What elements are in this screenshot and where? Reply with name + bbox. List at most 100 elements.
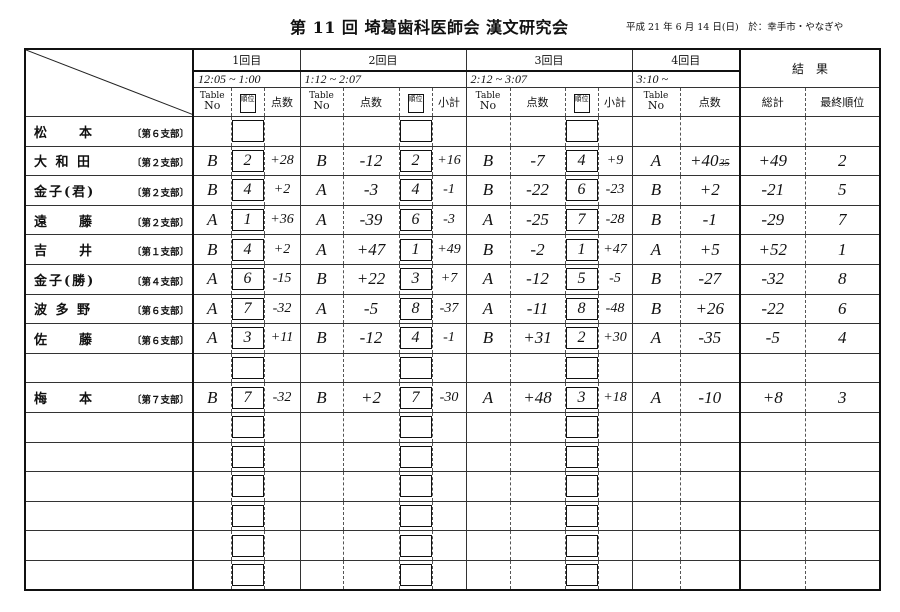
r1-score: -15 <box>263 263 301 295</box>
rank-box <box>232 563 263 586</box>
rank-box: 8 <box>566 297 597 320</box>
r3-rank-cell <box>564 441 599 473</box>
r2-table-no: A <box>299 293 344 325</box>
table-label: Table <box>309 91 334 101</box>
rank-box <box>232 445 263 468</box>
r3-table-no <box>465 411 511 443</box>
rank-box <box>400 445 431 468</box>
r4-table-no <box>631 471 681 502</box>
player-branch: 〔第２支部〕 <box>132 158 190 170</box>
r1-score-header: 点数 <box>263 87 301 117</box>
r3-subtotal <box>597 411 633 443</box>
r1-score <box>263 530 301 561</box>
table-row <box>24 441 881 473</box>
r4-table-no <box>631 530 681 561</box>
r3-table-no: A <box>465 293 511 325</box>
r2-subtotal <box>431 352 467 384</box>
corner-diagonal-cell <box>24 48 194 117</box>
r4-score: -35 <box>679 323 741 354</box>
rank-box: 6 <box>400 209 431 232</box>
total-score: +52 <box>739 234 806 265</box>
r4-score <box>679 530 741 561</box>
table-row: 波 多 野〔第６支部〕 A 7 -32 A -5 8 -37 A -11 8 -48 B +26 -22 6 <box>24 293 881 325</box>
player-name-cell: 大 和 田 〔第２支部〕 <box>24 145 194 177</box>
rank-box: 2 <box>400 149 431 172</box>
struck-correction: 35 <box>719 157 730 169</box>
no-label: No <box>204 99 221 112</box>
player-name: 佐 藤 <box>34 332 95 348</box>
r2-rank-cell: 7 <box>398 382 433 413</box>
r1-score: -32 <box>263 382 301 413</box>
r2-score-header: 点数 <box>342 87 400 117</box>
rank-box <box>232 120 263 143</box>
r3-table-no <box>465 352 511 384</box>
total-score <box>739 441 806 473</box>
total-score: -29 <box>739 204 806 236</box>
r2-table-no: B <box>299 382 344 413</box>
r2-score <box>342 116 400 147</box>
player-name-cell <box>24 352 194 384</box>
r4-table-no-header: Table No <box>631 87 681 117</box>
r1-table-no: A <box>192 293 232 325</box>
r2-score <box>342 352 400 384</box>
r3-rank-cell: 4 <box>564 145 599 177</box>
r1-score <box>263 500 301 532</box>
r1-table-no: A <box>192 204 232 236</box>
r4-table-no: A <box>631 145 681 177</box>
rank-box: 1 <box>232 209 263 232</box>
player-branch: 〔第２支部〕 <box>132 187 190 199</box>
total-score <box>739 530 806 561</box>
round-2-header: 2回目 <box>299 48 467 72</box>
player-name: 松 本 <box>34 125 95 141</box>
r3-subtotal: -5 <box>597 263 633 295</box>
r3-score: +48 <box>509 382 566 413</box>
r1-rank-cell <box>230 559 265 591</box>
r2-subtotal <box>431 411 467 443</box>
r2-rank-header: 順位 <box>398 87 433 117</box>
r3-subtotal <box>597 500 633 532</box>
rank-box <box>566 357 597 380</box>
r1-rank-cell <box>230 116 265 147</box>
r3-score <box>509 471 566 502</box>
r3-rank-cell: 5 <box>564 263 599 295</box>
r3-subtotal: +30 <box>597 323 633 354</box>
r4-score <box>679 411 741 443</box>
player-name-cell: 金子(君) 〔第２支部〕 <box>24 175 194 206</box>
r1-table-no: B <box>192 382 232 413</box>
player-branch: 〔第６支部〕 <box>132 128 190 140</box>
r1-rank-cell <box>230 441 265 473</box>
rank-box <box>566 505 597 528</box>
rank-box <box>566 534 597 557</box>
r4-score <box>679 441 741 473</box>
total-score: -5 <box>739 323 806 354</box>
r2-table-no <box>299 500 344 532</box>
r4-score: +5 <box>679 234 741 265</box>
final-rank: 2 <box>804 145 881 177</box>
r4-score: -1 <box>679 204 741 236</box>
r1-score <box>263 352 301 384</box>
final-rank: 7 <box>804 204 881 236</box>
r2-table-no: B <box>299 323 344 354</box>
r2-rank-cell: 8 <box>398 293 433 325</box>
player-name: 金子(君) <box>34 184 96 200</box>
r4-score-value: +40 <box>690 150 719 170</box>
rank-box: 6 <box>566 179 597 202</box>
table-row: 吉 井〔第１支部〕 B 4 +2 A +47 1 +49 B -2 1 +47 A +5 +52 1 <box>24 234 881 265</box>
r4-table-no <box>631 559 681 591</box>
r2-subtotal: -37 <box>431 293 467 325</box>
rank-box: 7 <box>232 386 263 409</box>
total-score <box>739 352 806 384</box>
r3-table-no-header: Table No <box>465 87 511 117</box>
r3-rank-cell <box>564 116 599 147</box>
r3-rank-cell <box>564 559 599 591</box>
final-rank <box>804 500 881 532</box>
rank-box <box>566 563 597 586</box>
player-name-cell: 波 多 野 〔第６支部〕 <box>24 293 194 325</box>
r3-score: -7 <box>509 145 566 177</box>
r4-score-value: -1 <box>702 210 717 230</box>
r2-score <box>342 500 400 532</box>
r1-table-no: A <box>192 323 232 354</box>
round-4-time: 3:10 ~ <box>631 70 741 88</box>
r3-subtotal <box>597 471 633 502</box>
r2-table-no <box>299 352 344 384</box>
